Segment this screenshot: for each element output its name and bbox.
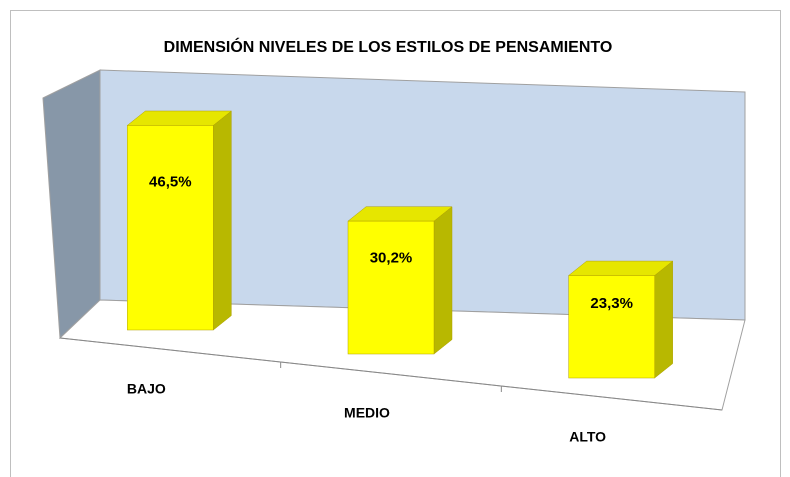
bar-side [654,260,673,379]
bar-top [567,260,674,276]
chart-title: DIMENSIÓN NIVELES DE LOS ESTILOS DE PENS… [164,37,613,56]
bar-side [213,110,232,331]
x-tick-label: ALTO [569,429,606,445]
x-tick-label: MEDIO [344,405,390,421]
x-tick-label: BAJO [127,381,166,397]
bar-top [347,206,453,222]
bar [347,220,435,355]
x-axis [59,337,723,411]
bar [127,125,214,331]
data-label: 23,3% [590,295,633,312]
data-label: 46,5% [149,174,192,191]
data-label: 30,2% [370,249,413,266]
bar-top [126,110,233,126]
bar [568,275,655,379]
bar-side [433,206,453,355]
